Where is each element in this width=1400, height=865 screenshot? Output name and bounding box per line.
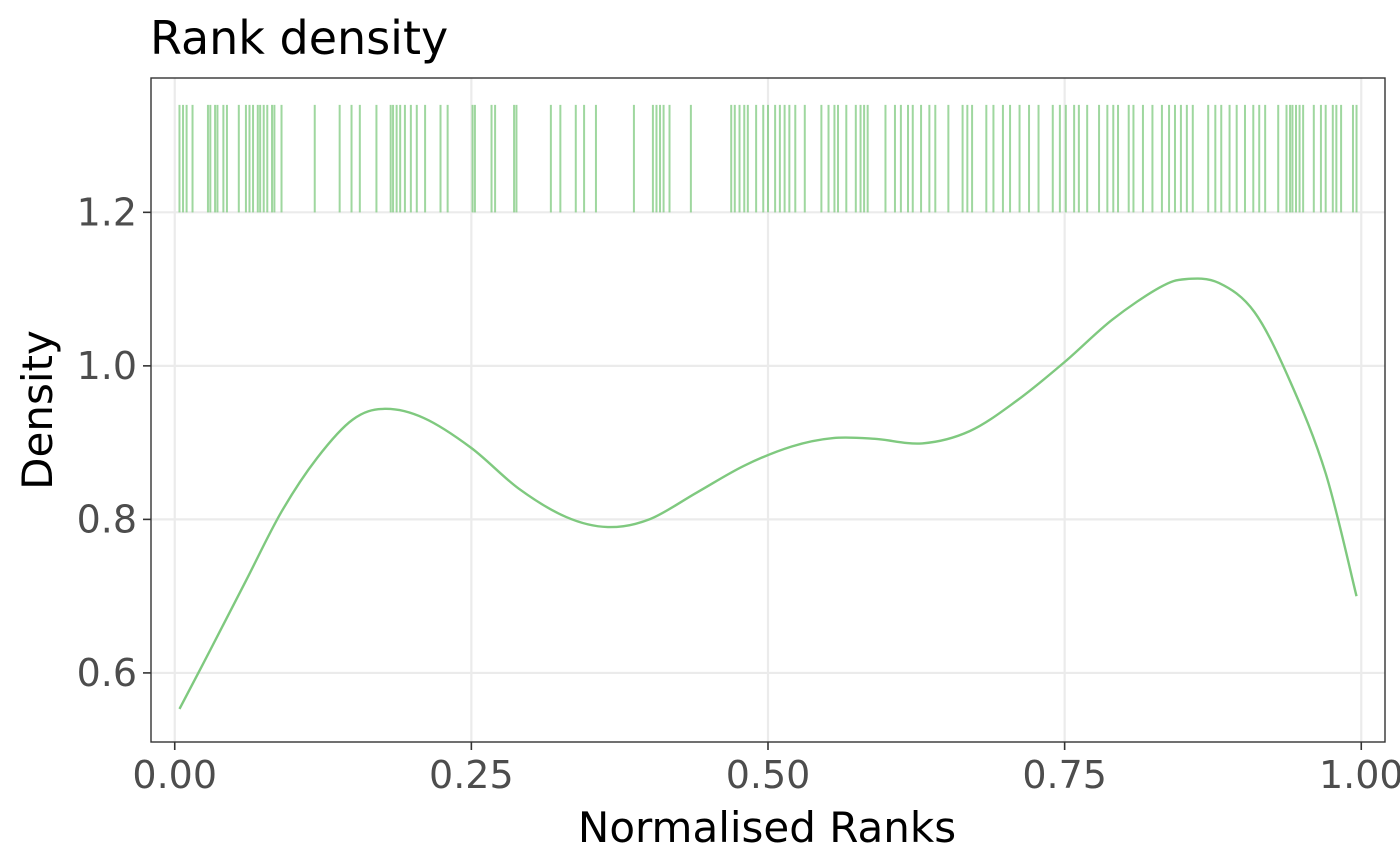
x-tick-label: 0.25 — [429, 753, 514, 797]
x-tick-label: 0.00 — [132, 753, 217, 797]
x-axis-ticks: 0.00 0.25 0.50 0.75 1.00 — [132, 742, 1400, 797]
y-axis-title: Density — [13, 330, 62, 490]
y-tick-label: 1.2 — [77, 190, 137, 234]
chart-title: Rank density — [150, 11, 448, 65]
x-tick-label: 0.50 — [726, 753, 811, 797]
y-tick-label: 0.8 — [77, 497, 137, 541]
x-tick-label: 1.00 — [1319, 753, 1400, 797]
y-tick-label: 0.6 — [77, 651, 137, 695]
y-tick-label: 1.0 — [77, 344, 137, 388]
x-axis-title: Normalised Ranks — [578, 803, 956, 852]
x-tick-label: 0.75 — [1022, 753, 1107, 797]
rug-marks — [178, 104, 1358, 213]
density-curve — [178, 277, 1358, 710]
y-axis-ticks: 0.6 0.8 1.0 1.2 — [77, 190, 151, 695]
